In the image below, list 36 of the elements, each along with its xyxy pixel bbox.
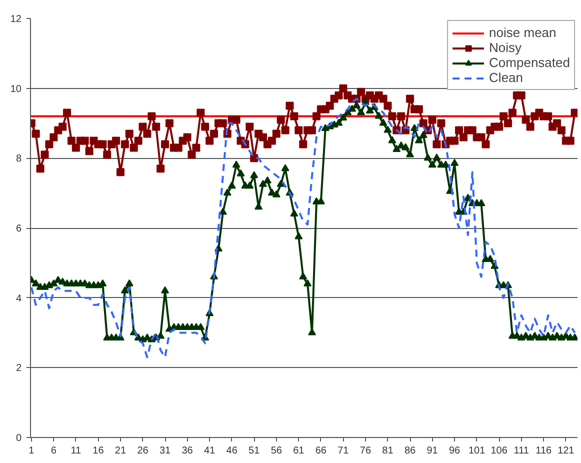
y-tick-label: 10 [10, 84, 22, 95]
x-tick-label: 106 [490, 446, 508, 456]
x-tick-label: 31 [159, 446, 172, 456]
x-tick-label: 111 [514, 446, 530, 456]
x-tick-label: 11 [70, 446, 82, 456]
x-tick-label: 96 [448, 446, 461, 456]
legend-label: Clean [489, 70, 524, 85]
legend-label: Compensated [489, 55, 570, 70]
x-tick-label: 116 [536, 446, 552, 456]
y-tick-label: 4 [16, 293, 22, 304]
y-tick-label: 0 [16, 433, 22, 444]
x-tick-label: 91 [426, 446, 438, 456]
legend-label: Noisy [489, 40, 522, 55]
x-tick-label: 41 [204, 446, 216, 456]
x-tick-label: 1 [28, 446, 35, 456]
y-tick-label: 8 [16, 154, 22, 165]
legend-label: noise mean [489, 25, 556, 40]
x-tick-label: 61 [293, 446, 305, 456]
y-tick-label: 12 [10, 14, 22, 25]
x-tick-label: 121 [558, 446, 575, 456]
x-tick-label: 16 [92, 446, 104, 456]
x-tick-label: 46 [226, 446, 238, 456]
x-tick-label: 81 [382, 446, 394, 456]
x-tick-label: 76 [360, 446, 372, 456]
x-tick-label: 71 [338, 446, 350, 456]
x-tick-label: 56 [270, 446, 282, 456]
x-tick-label: 21 [114, 446, 126, 456]
y-tick-label: 2 [16, 363, 22, 374]
x-tick-label: 36 [182, 446, 194, 456]
x-tick-label: 6 [50, 446, 57, 456]
x-tick-label: 66 [315, 446, 327, 456]
x-tick-label: 101 [468, 446, 486, 456]
x-tick-label: 26 [137, 446, 149, 456]
x-tick-label: 86 [404, 446, 416, 456]
x-tick-label: 51 [248, 446, 260, 456]
y-tick-label: 6 [16, 224, 22, 234]
